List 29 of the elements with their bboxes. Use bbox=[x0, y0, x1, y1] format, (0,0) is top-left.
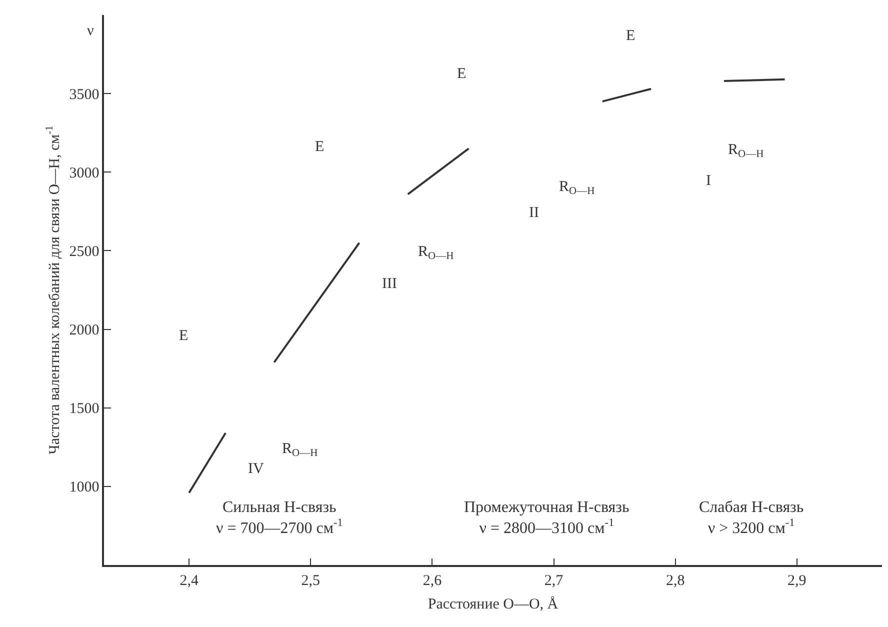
annotation: Промежуточная Н-связь ν = 2800—3100 см$^{-1}$ bbox=[464, 499, 630, 537]
x-axis-title: Расстояние O—O, Å bbox=[428, 595, 558, 612]
annotation: E bbox=[626, 28, 636, 44]
annotation: R$_{O—H}$ bbox=[728, 142, 764, 160]
text: ν bbox=[87, 23, 94, 39]
x-tick-label: 2,4 bbox=[180, 572, 199, 589]
annotation: III bbox=[382, 276, 397, 292]
y-tick-label: 3500 bbox=[69, 86, 100, 103]
annotation: R$_{O—H}$ bbox=[559, 179, 596, 198]
x-tick-label: 2,8 bbox=[666, 572, 685, 589]
annotation: R$_{O—H}$ bbox=[282, 441, 318, 460]
y-tick-label: 2500 bbox=[69, 244, 100, 260]
y-tick-label: 2000 bbox=[69, 322, 100, 339]
x-tick-label: 2,5 bbox=[301, 572, 320, 589]
annotation: R$_{O—H}$ bbox=[418, 244, 454, 262]
annotation: II bbox=[529, 205, 539, 221]
annotation: Сильная Н-связь ν = 700—2700 см$^{-1}$ bbox=[216, 499, 343, 537]
annotation: E bbox=[315, 139, 324, 155]
x-tick-label: 2,9 bbox=[788, 572, 806, 589]
y-tick-label: 1000 bbox=[69, 480, 100, 496]
y-tick-label: 3000 bbox=[69, 165, 100, 182]
annotation: E bbox=[457, 66, 466, 82]
x-tick-label: 2,6 bbox=[422, 572, 442, 589]
annotation: I bbox=[706, 173, 711, 189]
y-tick-label: 1500 bbox=[69, 401, 100, 418]
annotation: Слабая Н-связь ν > 3200 см$^{-1}$ bbox=[699, 499, 804, 537]
x-tick-label: 2,7 bbox=[544, 572, 564, 589]
annotation: IV bbox=[248, 461, 264, 477]
annotation: E bbox=[179, 328, 188, 344]
